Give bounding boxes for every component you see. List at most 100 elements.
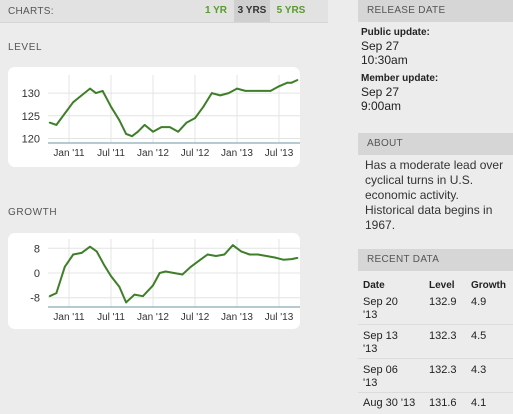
charts-label: CHARTS: [8, 6, 54, 17]
row-level: 132.3 [429, 330, 457, 342]
y-tick-label: 125 [22, 111, 40, 123]
data-point [185, 121, 188, 124]
data-point [231, 244, 234, 247]
y-tick-label: 120 [22, 133, 40, 145]
row-level: 131.6 [429, 397, 457, 409]
range-5yrs-button[interactable]: 5 YRS [276, 5, 306, 16]
x-tick-label: Jul '11 [97, 148, 125, 159]
data-point [168, 126, 171, 129]
data-point [269, 89, 272, 92]
level-chart-panel: 130 125 120 Jan '11 Jul '11 Jan '12 Jul '12 Ja… [8, 67, 300, 167]
charts-area: CHARTS: 1 YR 3 YRS 5 YRS LEVEL 130 125 120… [0, 0, 328, 329]
member-update-label: Member update: [361, 73, 439, 84]
data-point [80, 252, 83, 254]
release-date-header: RELEASE DATE [358, 0, 513, 22]
growth-chart-title: GROWTH [8, 207, 58, 218]
x-tick-label: Jan '12 [137, 312, 169, 323]
data-point [72, 101, 75, 104]
data-point [142, 295, 144, 298]
x-tick-label: Jul '11 [97, 312, 125, 323]
row-growth: 4.1 [471, 397, 487, 409]
data-point [152, 284, 154, 287]
data-point [273, 256, 276, 259]
data-point [278, 85, 280, 88]
data-point [244, 89, 247, 92]
level-chart: 130 125 120 Jan '11 Jul '11 Jan '12 Jul '12 Ja… [22, 75, 300, 159]
data-point [181, 273, 184, 276]
public-update-time: 10:30am [361, 53, 408, 67]
data-point [210, 92, 213, 95]
data-point [219, 94, 222, 97]
row-year: '13 [363, 343, 378, 355]
range-3yrs-button[interactable]: 3 YRS [234, 0, 270, 22]
x-tick-label: Jan '11 [53, 148, 85, 159]
data-point [236, 87, 238, 90]
x-tick-label: Jul '13 [265, 312, 294, 323]
data-point [118, 119, 121, 122]
row-date: Aug 30 '13 [363, 397, 416, 409]
data-point [48, 295, 51, 298]
x-tick-label: Jan '12 [137, 148, 169, 159]
y-tick-label: 130 [22, 88, 40, 100]
x-tick-label: Jul '13 [265, 148, 294, 159]
growth-chart-panel: 8 0 -8 Jan '11 Jul '11 Jan '12 Jul '12 Jan '13… [8, 233, 300, 329]
y-tick-label: -8 [30, 293, 40, 305]
data-point [89, 245, 91, 248]
data-point [296, 79, 299, 81]
row-year: '13 [363, 377, 378, 389]
data-point [164, 270, 167, 273]
data-point [198, 259, 201, 262]
member-update-time: 9:00am [361, 99, 402, 113]
recent-data-header: RECENT DATA [358, 249, 513, 271]
x-tick-label: Jan '11 [53, 312, 85, 323]
public-update-date: Sep 27 [361, 39, 400, 53]
data-point [160, 126, 163, 129]
data-point [194, 117, 196, 119]
data-point [282, 258, 285, 261]
row-divider [358, 358, 513, 359]
data-point [55, 292, 58, 294]
data-point [158, 272, 161, 274]
x-tick-label: Jan '13 [221, 148, 253, 159]
data-point [206, 253, 209, 256]
data-point [80, 94, 83, 97]
data-point [240, 250, 243, 253]
row-growth: 4.5 [471, 330, 487, 342]
row-divider [358, 392, 513, 393]
data-point [296, 256, 299, 259]
y-tick-label: 0 [34, 268, 40, 280]
data-point [261, 89, 264, 92]
column-level: Level [429, 280, 455, 291]
data-point [215, 255, 217, 257]
data-point [152, 130, 154, 133]
level-chart-title: LEVEL [8, 42, 43, 53]
series-line [49, 79, 298, 138]
about-text: Has a moderate lead over cyclical turns … [365, 158, 504, 232]
data-point [118, 286, 121, 288]
data-point [133, 293, 136, 296]
data-point [202, 105, 205, 108]
data-point [136, 130, 139, 133]
series-line [49, 244, 298, 304]
info-sidebar: RELEASE DATE Public update: Sep 27 10:30… [358, 0, 513, 414]
column-date: Date [363, 280, 385, 291]
data-point [189, 265, 192, 268]
range-1yr-button[interactable]: 1 YR [204, 5, 228, 16]
row-divider [358, 324, 513, 325]
member-update-date: Sep 27 [361, 85, 400, 99]
data-point [110, 105, 112, 108]
row-date: Sep 20 [363, 296, 398, 308]
data-point [173, 272, 175, 274]
row-growth: 4.3 [471, 364, 487, 376]
data-point [63, 265, 66, 268]
charts-toolbar: CHARTS: 1 YR 3 YRS 5 YRS [0, 0, 328, 23]
data-point [257, 253, 259, 256]
data-point [101, 89, 104, 92]
data-point [63, 112, 66, 115]
x-tick-label: Jan '13 [221, 312, 253, 323]
column-growth: Growth [471, 280, 506, 291]
public-update-label: Public update: [361, 27, 430, 38]
growth-chart: 8 0 -8 Jan '11 Jul '11 Jan '12 Jul '12 Jan '13… [30, 239, 300, 323]
row-level: 132.9 [429, 296, 457, 308]
data-point [290, 258, 293, 260]
